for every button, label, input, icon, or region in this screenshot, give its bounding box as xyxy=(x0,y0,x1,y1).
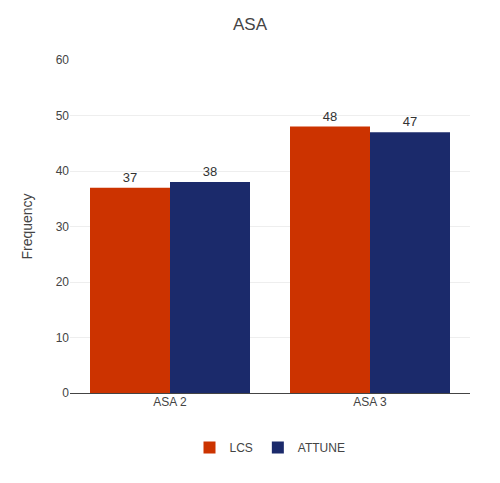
svg-text:48: 48 xyxy=(323,109,337,124)
svg-text:30: 30 xyxy=(56,220,70,234)
svg-text:ATTUNE: ATTUNE xyxy=(298,441,345,455)
svg-text:20: 20 xyxy=(56,275,70,289)
svg-text:60: 60 xyxy=(56,53,70,67)
svg-text:ASA: ASA xyxy=(233,15,268,34)
svg-text:ASA 2: ASA 2 xyxy=(153,395,187,409)
svg-text:0: 0 xyxy=(62,386,69,400)
svg-text:38: 38 xyxy=(203,164,217,179)
svg-text:Frequency: Frequency xyxy=(19,193,35,259)
svg-text:ASA 3: ASA 3 xyxy=(353,395,387,409)
svg-text:50: 50 xyxy=(56,109,70,123)
svg-text:37: 37 xyxy=(123,170,137,185)
svg-text:10: 10 xyxy=(56,331,70,345)
svg-text:LCS: LCS xyxy=(230,441,253,455)
svg-text:47: 47 xyxy=(403,114,417,129)
svg-text:40: 40 xyxy=(56,164,70,178)
